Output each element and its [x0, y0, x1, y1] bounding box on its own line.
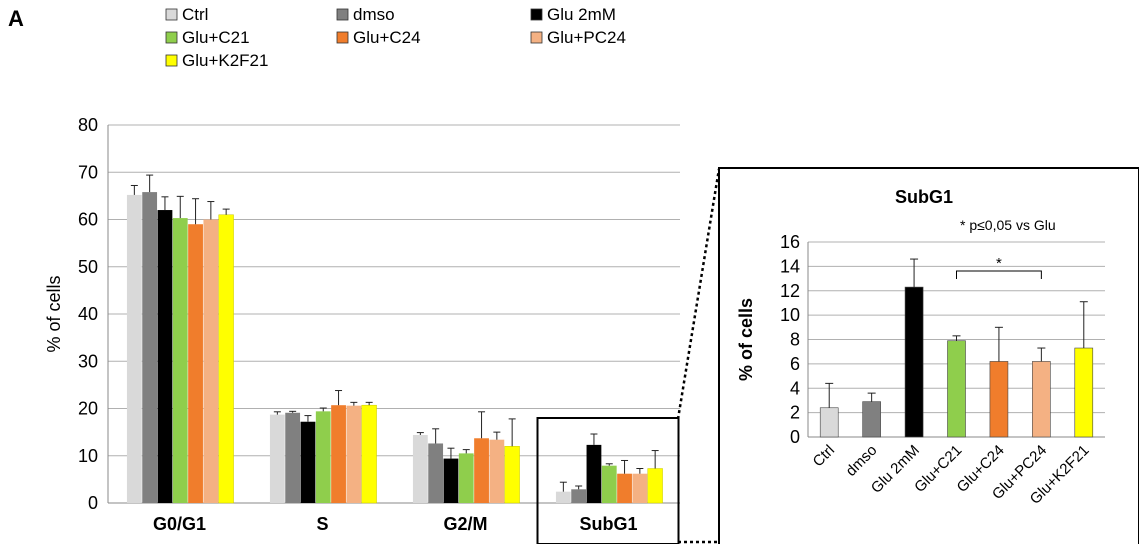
bar-subg1-glu-c24 [617, 473, 632, 503]
bar-g2-m-glu-pc24 [489, 439, 505, 503]
bar-g2-m-glu-c21 [458, 453, 474, 503]
bar-g2-m-glu-c24 [474, 438, 489, 503]
y-tick-label: 80 [78, 115, 98, 135]
inset-chart: SubG1 * p≤0,05 vs Glu 0 2 4 6 8 10 12 14 16 % of ce… [718, 167, 1139, 544]
y-tick-label: 0 [88, 493, 98, 513]
bar-g0-g1-glu-pc24 [203, 219, 219, 503]
y-tick-label: 70 [78, 162, 98, 182]
bar-g0-g1-glu-k2f21 [218, 214, 234, 504]
bar-s-glu-k2f21 [361, 404, 377, 504]
bar-s-glu-pc24 [346, 405, 362, 503]
inset-bar-ctrl [819, 407, 839, 438]
y-tick-label: 14 [780, 256, 800, 276]
panel-label: A [8, 6, 24, 31]
inset-title: SubG1 [895, 187, 953, 207]
y-tick-label: 30 [78, 351, 98, 371]
y-tick-label: 60 [78, 210, 98, 230]
legend-label-glu-2mm: Glu 2mM [547, 5, 616, 24]
significance-bracket [956, 270, 1042, 279]
legend-label-glu-k2f21: Glu+K2F21 [182, 51, 268, 70]
x-tick-label-g0-g1: G0/G1 [153, 514, 206, 534]
significance-note: * p≤0,05 vs Glu [960, 217, 1056, 233]
y-tick-label: 8 [790, 330, 800, 350]
y-tick-label: 50 [78, 257, 98, 277]
bar-g2-m-dmso [428, 443, 444, 503]
inset-bar-dmso [862, 401, 881, 438]
bar-g0-g1-ctrl [126, 194, 142, 503]
legend-swatch-glu-c21 [165, 31, 178, 44]
bar-s-ctrl [269, 414, 285, 503]
legend-swatch-ctrl [165, 8, 178, 21]
main-chart: 0 10 20 30 40 50 60 70 80 % of cells G0/G1 S G2/M Sub… [44, 115, 721, 544]
x-tick-label-s: S [316, 514, 328, 534]
y-tick-label: 0 [790, 427, 800, 447]
y-tick-label: 40 [78, 304, 98, 324]
inset-bar-glu-pc24 [1032, 361, 1051, 438]
bar-g0-g1-glu-c24 [188, 224, 203, 503]
inset-bar-glu-c24 [989, 361, 1009, 438]
bar-s-glu-c24 [331, 405, 346, 503]
y-tick-label: 6 [790, 354, 800, 374]
legend-swatch-glu-k2f21 [165, 54, 178, 67]
bar-g0-g1-glu-2mm [157, 210, 173, 504]
bar-subg1-dmso [571, 489, 587, 503]
x-tick-label-subg1: SubG1 [579, 514, 637, 534]
y-tick-label: 16 [780, 232, 800, 252]
bar-s-glu-c21 [315, 411, 331, 503]
legend-swatch-glu-2mm [530, 8, 543, 21]
y-axis-label: % of cells [44, 275, 64, 352]
bar-g2-m-glu-2mm [443, 458, 459, 503]
y-tick-label: 10 [78, 446, 98, 466]
y-tick-label: 10 [780, 305, 800, 325]
bar-g0-g1-dmso [142, 192, 158, 503]
legend-swatch-glu-pc24 [530, 31, 543, 44]
bar-g2-m-glu-k2f21 [504, 446, 520, 504]
bar-g2-m-ctrl [412, 434, 428, 503]
legend-label-glu-pc24: Glu+PC24 [547, 28, 626, 47]
legend-label-ctrl: Ctrl [182, 5, 208, 24]
subg1-highlight-box [536, 417, 680, 544]
inset-bar-glu-2mm [904, 286, 924, 438]
bar-s-dmso [285, 412, 301, 503]
inset-frame [718, 167, 1139, 544]
legend-label-dmso: dmso [353, 5, 395, 24]
y-tick-label: 12 [780, 281, 800, 301]
bar-subg1-glu-c21 [601, 465, 617, 503]
bar-subg1-glu-2mm [586, 444, 602, 503]
bar-subg1-glu-k2f21 [647, 468, 663, 504]
x-tick-label-g2-m: G2/M [443, 514, 487, 534]
bar-subg1-glu-pc24 [632, 473, 648, 503]
inset-bar-glu-c21 [947, 340, 966, 438]
zoom-connector-top [676, 168, 721, 420]
legend-label-glu-c21: Glu+C21 [182, 28, 250, 47]
y-tick-label: 2 [790, 403, 800, 423]
significance-marker: * [996, 255, 1002, 272]
y-tick-label: 20 [78, 399, 98, 419]
legend-swatch-glu-c24 [336, 31, 349, 44]
legend-label-glu-c24: Glu+C24 [353, 28, 421, 47]
bar-g0-g1-glu-c21 [172, 218, 188, 503]
bar-subg1-ctrl [555, 491, 571, 503]
inset-y-axis-label: % of cells [736, 298, 756, 381]
y-tick-label: 4 [790, 378, 800, 398]
bar-s-glu-2mm [300, 421, 316, 503]
inset-bar-glu-k2f21 [1074, 347, 1094, 438]
legend: Ctrl dmso Glu 2mM Glu+C21 Glu+C24 Glu+PC24 Glu… [165, 5, 626, 70]
legend-swatch-dmso [336, 8, 349, 21]
